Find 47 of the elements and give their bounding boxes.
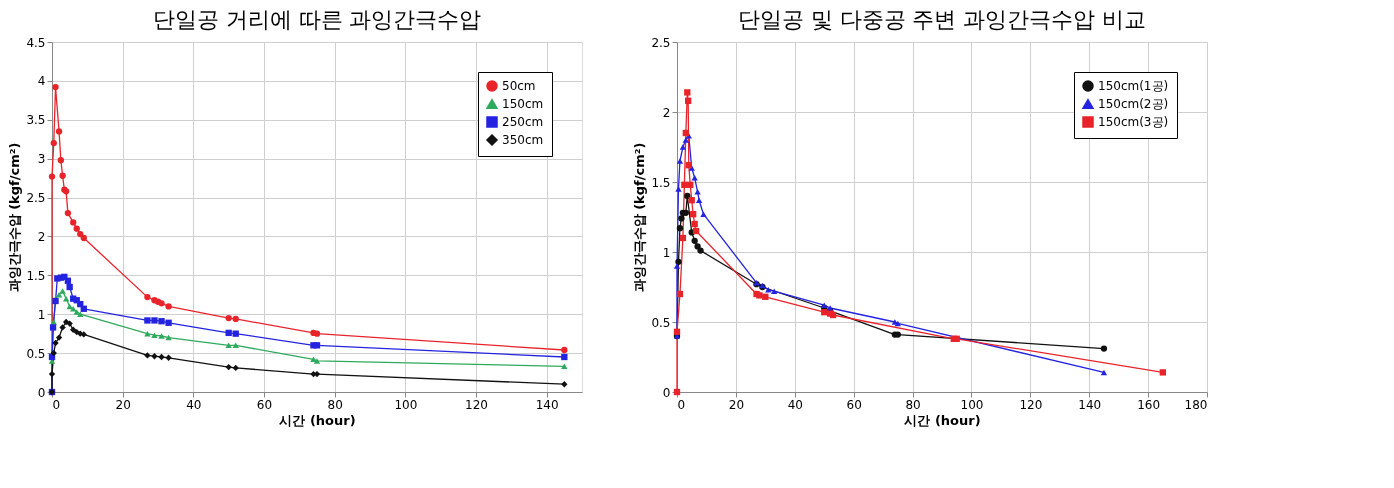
x-tick-label: 100 [960,397,984,412]
x-axis-title: 시간 (hour) [904,412,981,428]
legend-label: 350cm [502,133,544,147]
y-tick-label: 2.5 [26,191,46,206]
legend-label: 150cm(1공) [1098,79,1169,93]
legend-label: 150cm [502,97,544,111]
x-tick-label: 120 [1019,397,1043,412]
y-tick-label: 0 [37,385,46,400]
y-axis-title: 과잉간극수압 (kgf/cm²) [7,142,23,293]
x-tick-label: 120 [465,397,488,412]
y-tick-label: 1 [37,307,46,322]
y-tick-label: 0 [662,385,671,400]
y-tick-label: 1.5 [26,268,46,283]
x-tick-label: 140 [1078,397,1102,412]
chart-title: 단일공 거리에 따른 과잉간극수압 [152,7,482,32]
legend-label: 150cm(3공) [1098,115,1169,129]
legend-label: 150cm(2공) [1098,97,1169,111]
legend-label: 250cm [502,115,544,129]
y-tick-label: 1.5 [651,175,671,190]
x-tick-label: 180 [1184,397,1208,412]
y-tick-label: 0.5 [26,346,46,361]
x-tick-label: 60 [846,397,862,412]
x-tick-label: 20 [728,397,745,412]
x-tick-label: 40 [186,397,202,412]
x-tick-label: 80 [905,397,921,412]
chart-title: 단일공 및 다중공 주변 과잉간극수압 비교 [737,7,1147,32]
x-tick-label: 20 [115,397,131,412]
x-tick-label: 160 [1137,397,1161,412]
y-axis-title: 과잉간극수압 (kgf/cm²) [632,142,648,293]
y-tick-label: 3.5 [26,113,46,128]
x-tick-label: 60 [256,397,273,412]
legend-label: 50cm [502,79,536,93]
x-axis-title: 시간 (hour) [279,412,356,428]
x-tick-label: 0 [677,397,686,412]
y-tick-label: 4.5 [26,35,46,50]
x-tick-label: 0 [52,397,61,412]
y-tick-label: 0.5 [651,315,671,330]
x-tick-label: 40 [787,397,803,412]
x-tick-label: 140 [535,397,559,412]
y-tick-label: 2 [662,105,671,120]
x-tick-label: 100 [394,397,418,412]
x-tick-label: 80 [327,397,343,412]
y-tick-label: 3 [37,152,46,167]
y-tick-label: 4 [37,74,46,89]
y-tick-label: 2.5 [651,35,671,50]
y-tick-label: 1 [662,245,671,260]
y-tick-label: 2 [37,229,46,244]
